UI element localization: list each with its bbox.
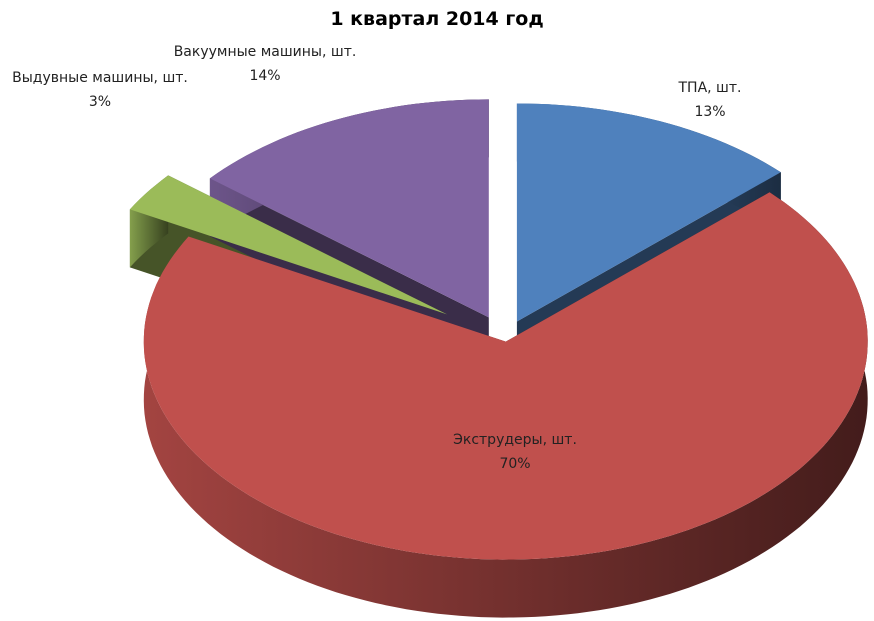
category-label: Экструдеры, шт. bbox=[453, 432, 577, 448]
value-label: 70% bbox=[499, 456, 531, 472]
data-label: Экструдеры, шт. 70% bbox=[415, 428, 615, 476]
category-label: ТПА, шт. bbox=[678, 80, 742, 96]
slice bbox=[209, 99, 489, 318]
chart-title: 1 квартал 2014 год bbox=[330, 8, 544, 30]
slice bbox=[516, 103, 781, 322]
data-label: ТПА, шт. 13% bbox=[645, 76, 775, 124]
value-label: 13% bbox=[694, 104, 726, 120]
data-label: Вакуумные машины, шт. 14% bbox=[165, 40, 365, 88]
category-label: Вакуумные машины, шт. bbox=[173, 44, 357, 60]
slice bbox=[129, 175, 448, 315]
data-label: Выдувные машины, шт. 3% bbox=[5, 66, 195, 114]
value-label: 3% bbox=[88, 94, 112, 110]
slice bbox=[143, 192, 868, 560]
category-label: Выдувные машины, шт. bbox=[12, 70, 188, 86]
value-label: 14% bbox=[249, 68, 281, 84]
